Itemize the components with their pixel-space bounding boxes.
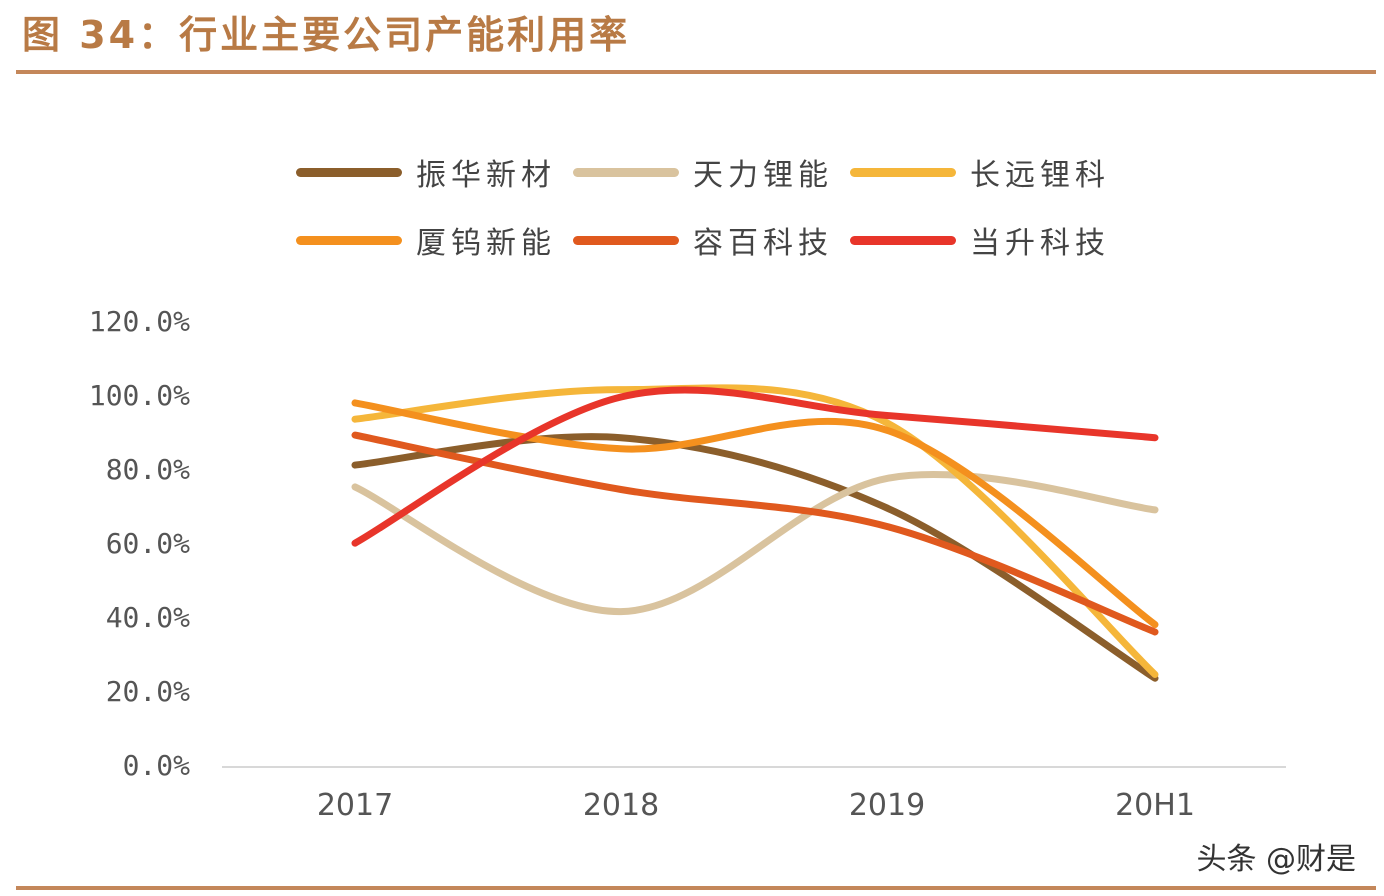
y-tick-label: 80.0% <box>105 453 190 486</box>
legend-swatch <box>296 235 402 245</box>
legend-label: 长远锂科 <box>970 158 1110 193</box>
bottom-divider <box>16 886 1376 890</box>
series-line-当升科技 <box>351 386 1159 547</box>
x-tick-label: 2018 <box>582 788 660 823</box>
figure-title: 图 34：行业主要公司产能利用率 <box>22 13 631 57</box>
x-tick-label: 2017 <box>316 788 394 823</box>
legend-swatch <box>296 167 402 177</box>
legend-swatch <box>573 167 679 177</box>
watermark: 头条 @财是 <box>1196 842 1356 877</box>
y-tick-label: 100.0% <box>88 379 190 412</box>
series-line-长远锂科 <box>351 384 1159 678</box>
x-tick-label: 20H1 <box>1115 788 1195 823</box>
legend-item: 厦钨新能 <box>296 218 556 262</box>
series-line-天力锂能 <box>351 471 1159 616</box>
legend-item: 振华新材 <box>296 150 556 194</box>
x-tick-label: 2019 <box>848 788 926 823</box>
legend-label: 振华新材 <box>416 158 556 193</box>
legend-item: 天力锂能 <box>573 150 833 194</box>
legend-item: 容百科技 <box>573 218 833 262</box>
series-line-厦钨新能 <box>351 399 1159 629</box>
y-tick-label: 60.0% <box>105 527 190 560</box>
legend-label: 当升科技 <box>970 226 1110 261</box>
y-tick-label: 20.0% <box>105 675 190 708</box>
legend-swatch <box>850 235 956 245</box>
series-line-振华新材 <box>351 433 1159 682</box>
y-tick-label: 120.0% <box>88 305 190 338</box>
legend-item: 长远锂科 <box>850 150 1110 194</box>
legend-label: 天力锂能 <box>693 158 833 193</box>
legend-label: 容百科技 <box>693 226 833 261</box>
y-tick-label: 0.0% <box>122 749 190 782</box>
top-divider <box>16 70 1376 74</box>
series-line-容百科技 <box>351 431 1159 636</box>
y-tick-label: 40.0% <box>105 601 190 634</box>
legend-swatch <box>850 167 956 177</box>
legend-swatch <box>573 235 679 245</box>
legend-item: 当升科技 <box>850 218 1110 262</box>
legend-label: 厦钨新能 <box>416 226 556 261</box>
